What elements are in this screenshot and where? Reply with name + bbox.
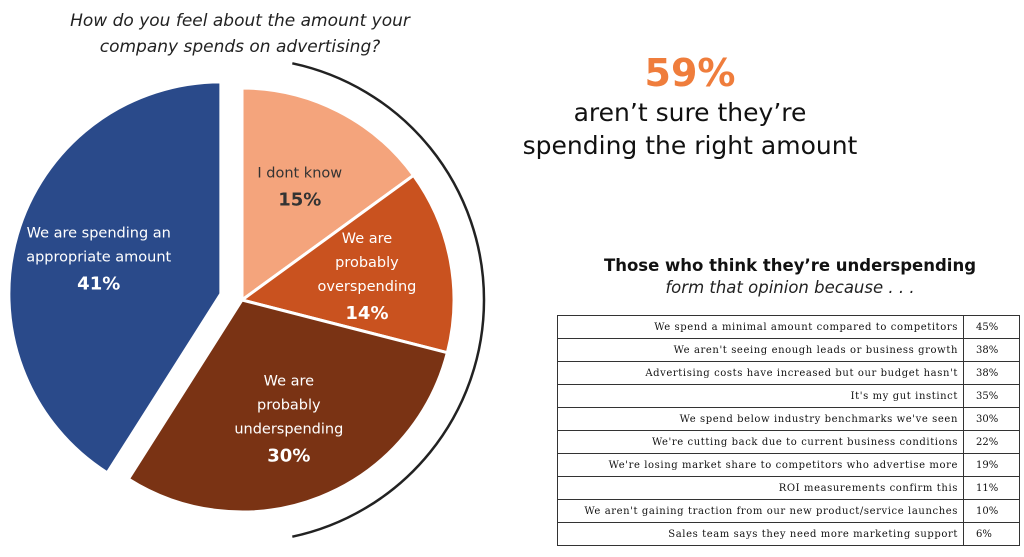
reason-text: We're losing market share to competitors…: [557, 453, 964, 477]
pie-chart: We are spending an appropriate amount 41% I…: [7, 62, 486, 538]
slice-label: probably: [335, 255, 399, 271]
table-row: We aren't gaining traction from our new …: [557, 499, 1020, 523]
pie-slice-we-are-probably-underspending: [126, 298, 450, 514]
pie-slice-i-dont-know: [240, 86, 416, 303]
reason-pct: 38%: [963, 338, 1020, 362]
question-line-1: How do you feel about the amount your: [70, 11, 410, 31]
callout-text: aren’t sure they’re spending the right a…: [522, 98, 858, 160]
reason-pct: 38%: [963, 361, 1020, 385]
reason-pct: 10%: [963, 499, 1020, 523]
reason-pct: 19%: [963, 453, 1020, 477]
reasons-title: Those who think they’re underspending: [603, 256, 977, 275]
slice-label: I dont know: [257, 166, 342, 182]
table-row: It's my gut instinct 35%: [557, 384, 1020, 408]
reason-text: We're cutting back due to current busine…: [557, 430, 964, 454]
slice-label: overspending: [318, 279, 417, 295]
callout-value: 59%: [644, 51, 736, 95]
slice-pct-label: 14%: [345, 303, 388, 324]
reason-pct: 22%: [963, 430, 1020, 454]
chart-question: How do you feel about the amount your co…: [20, 8, 460, 60]
reason-pct: 45%: [963, 315, 1020, 339]
pie-slice-we-are-spending-an-appropriate-amount: [7, 80, 223, 475]
bracket-arc: [292, 62, 486, 538]
reasons-table: We spend a minimal amount compared to co…: [557, 315, 1020, 546]
table-row: Advertising costs have increased but our…: [557, 361, 1020, 385]
callout: 59% aren’t sure they’re spending the rig…: [480, 50, 900, 162]
slice-pct-label: 15%: [278, 190, 321, 211]
table-row: We're cutting back due to current busine…: [557, 430, 1020, 454]
reason-pct: 35%: [963, 384, 1020, 408]
reason-text: We aren't seeing enough leads or busines…: [557, 338, 964, 362]
table-row: We spend below industry benchmarks we've…: [557, 407, 1020, 431]
reason-text: It's my gut instinct: [557, 384, 964, 408]
pie-slice-we-are-probably-overspending: [238, 173, 456, 355]
reasons-table-body: We spend a minimal amount compared to co…: [557, 315, 1020, 546]
reason-text: Advertising costs have increased but our…: [557, 361, 964, 385]
reason-text: Sales team says they need more marketing…: [557, 522, 964, 546]
table-row: ROI measurements confirm this 11%: [557, 476, 1020, 500]
slice-pct-label: 41%: [77, 273, 120, 294]
slice-label: We are: [264, 373, 315, 389]
slice-label: underspending: [234, 421, 343, 437]
question-line-2: company spends on advertising?: [99, 37, 381, 57]
slice-label: We are: [342, 231, 393, 247]
reasons-heading: Those who think they’re underspending fo…: [560, 255, 1020, 299]
reason-text: We spend below industry benchmarks we've…: [557, 407, 964, 431]
table-row: We spend a minimal amount compared to co…: [557, 315, 1020, 339]
reasons-subtitle: form that opinion because . . .: [665, 278, 915, 297]
reason-text: We aren't gaining traction from our new …: [557, 499, 964, 523]
reason-pct: 30%: [963, 407, 1020, 431]
table-row: We aren't seeing enough leads or busines…: [557, 338, 1020, 362]
reason-text: ROI measurements confirm this: [557, 476, 964, 500]
slice-label: appropriate amount: [26, 249, 171, 265]
slice-pct-label: 30%: [267, 445, 310, 466]
slice-label: probably: [257, 397, 321, 413]
slice-label: We are spending an: [27, 225, 171, 241]
reason-pct: 6%: [963, 522, 1020, 546]
reason-pct: 11%: [963, 476, 1020, 500]
table-row: Sales team says they need more marketing…: [557, 522, 1020, 546]
reason-text: We spend a minimal amount compared to co…: [557, 315, 964, 339]
table-row: We're losing market share to competitors…: [557, 453, 1020, 477]
